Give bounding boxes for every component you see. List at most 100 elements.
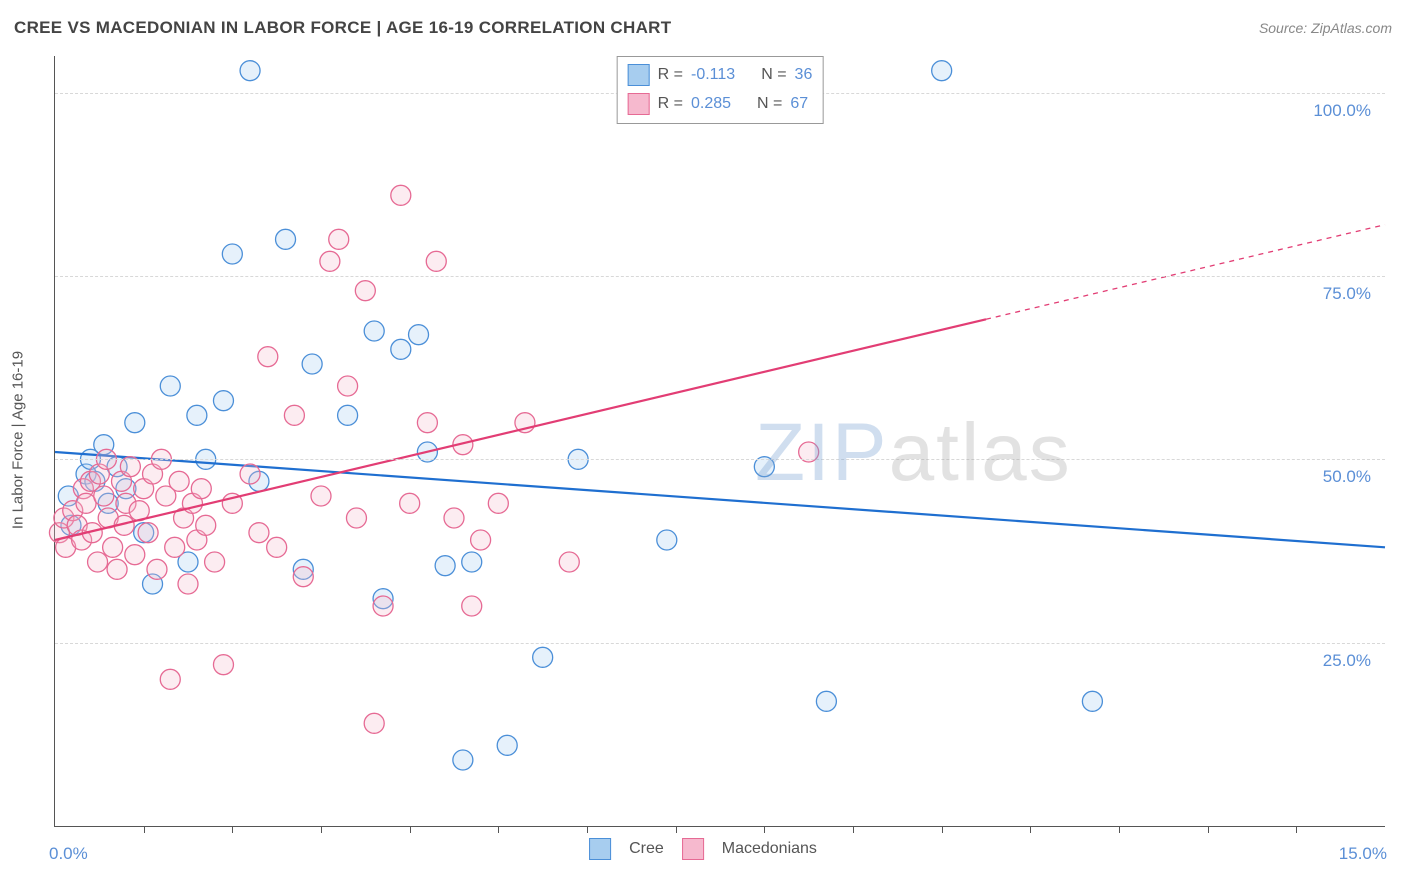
data-point [293, 567, 313, 587]
data-point [284, 405, 304, 425]
x-tick [1296, 826, 1297, 833]
n-value: 36 [795, 61, 813, 90]
data-point [444, 508, 464, 528]
data-point [125, 545, 145, 565]
x-axis-label: 15.0% [1339, 844, 1387, 864]
x-tick [410, 826, 411, 833]
data-point [165, 537, 185, 557]
data-point [138, 523, 158, 543]
data-point [497, 735, 517, 755]
x-axis-label: 0.0% [49, 844, 88, 864]
data-point [311, 486, 331, 506]
data-point [249, 523, 269, 543]
legend-swatch-macedonians [628, 93, 650, 115]
data-point [160, 376, 180, 396]
legend-label: Cree [629, 840, 664, 858]
data-point [1082, 691, 1102, 711]
data-point [240, 61, 260, 81]
data-point [435, 556, 455, 576]
data-point [125, 413, 145, 433]
r-label: R = [658, 90, 683, 119]
title-bar: CREE VS MACEDONIAN IN LABOR FORCE | AGE … [14, 18, 1392, 38]
data-point [391, 339, 411, 359]
y-tick-label: 100.0% [1313, 101, 1371, 121]
data-point [657, 530, 677, 550]
data-point [88, 552, 108, 572]
x-tick [942, 826, 943, 833]
data-point [147, 559, 167, 579]
data-point [240, 464, 260, 484]
data-point [373, 596, 393, 616]
x-tick [498, 826, 499, 833]
data-point [329, 229, 349, 249]
x-tick [1030, 826, 1031, 833]
data-point [320, 251, 340, 271]
data-point [191, 479, 211, 499]
legend-swatch-macedonians [682, 838, 704, 860]
legend-label: Macedonians [722, 840, 817, 858]
legend-stats-row: R = 0.285 N = 67 [628, 90, 813, 119]
legend-series: Cree Macedonians [589, 838, 817, 860]
data-point [364, 321, 384, 341]
y-tick-label: 75.0% [1323, 284, 1371, 304]
x-tick [1208, 826, 1209, 833]
data-point [258, 347, 278, 367]
data-point [103, 537, 123, 557]
data-point [400, 493, 420, 513]
data-point [346, 508, 366, 528]
data-point [391, 185, 411, 205]
data-point [213, 391, 233, 411]
r-value: 0.285 [691, 90, 731, 119]
n-label: N = [761, 61, 786, 90]
x-tick [144, 826, 145, 833]
gridline [55, 276, 1385, 277]
x-tick [764, 826, 765, 833]
data-point [196, 515, 216, 535]
plot-area: R = -0.113 N = 36 R = 0.285 N = 67 ZIPat… [54, 56, 1385, 827]
legend-swatch-cree [589, 838, 611, 860]
data-point [107, 559, 127, 579]
x-tick [587, 826, 588, 833]
gridline [55, 643, 1385, 644]
x-tick [232, 826, 233, 833]
y-tick-label: 50.0% [1323, 467, 1371, 487]
chart-title: CREE VS MACEDONIAN IN LABOR FORCE | AGE … [14, 18, 671, 38]
data-point [462, 596, 482, 616]
x-tick [1119, 826, 1120, 833]
data-point [462, 552, 482, 572]
data-point [471, 530, 491, 550]
data-point [453, 750, 473, 770]
data-point [338, 405, 358, 425]
y-tick-label: 25.0% [1323, 651, 1371, 671]
source-credit: Source: ZipAtlas.com [1259, 20, 1392, 36]
n-value: 67 [790, 90, 808, 119]
data-point [533, 647, 553, 667]
data-point [276, 229, 296, 249]
data-point [187, 405, 207, 425]
n-label: N = [757, 90, 782, 119]
data-point [488, 493, 508, 513]
data-point [222, 244, 242, 264]
data-point [76, 493, 96, 513]
y-axis-label: In Labor Force | Age 16-19 [10, 351, 27, 529]
data-point [205, 552, 225, 572]
data-point [816, 691, 836, 711]
data-point [160, 669, 180, 689]
data-point [267, 537, 287, 557]
data-point [178, 574, 198, 594]
data-point [932, 61, 952, 81]
x-tick [321, 826, 322, 833]
data-point [559, 552, 579, 572]
x-tick [676, 826, 677, 833]
data-point [355, 281, 375, 301]
data-point [364, 713, 384, 733]
scatter-svg [55, 56, 1385, 826]
data-point [426, 251, 446, 271]
gridline [55, 459, 1385, 460]
legend-stats-row: R = -0.113 N = 36 [628, 61, 813, 90]
data-point [169, 471, 189, 491]
r-value: -0.113 [691, 61, 735, 90]
legend-stats: R = -0.113 N = 36 R = 0.285 N = 67 [617, 56, 824, 124]
x-tick [853, 826, 854, 833]
data-point [94, 486, 114, 506]
